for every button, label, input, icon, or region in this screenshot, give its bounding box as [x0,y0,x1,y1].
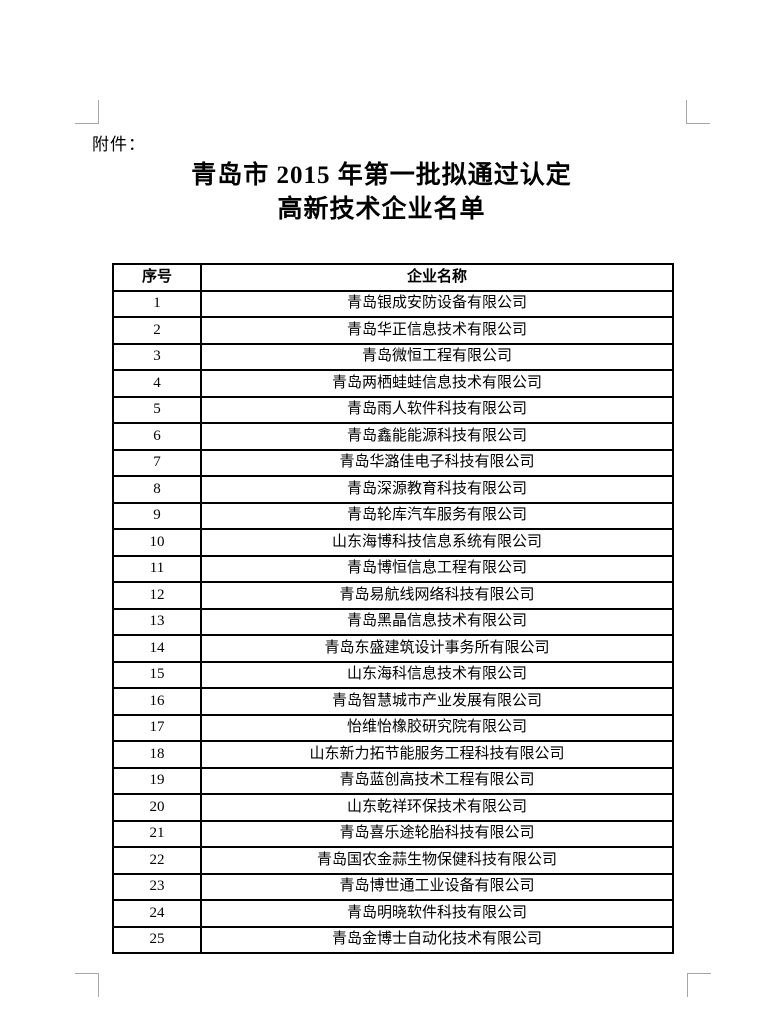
row-company-name: 山东乾祥环保技术有限公司 [200,793,674,822]
table-row: 14 青岛东盛建筑设计事务所有限公司 [112,634,674,663]
row-company-name: 青岛微恒工程有限公司 [200,342,674,371]
row-serial-number: 24 [112,899,202,928]
row-company-name: 青岛雨人软件科技有限公司 [200,395,674,424]
row-company-name: 山东新力拓节能服务工程科技有限公司 [200,740,674,769]
row-serial-number: 12 [112,581,202,610]
row-company-name: 青岛博世通工业设备有限公司 [200,872,674,901]
title-line-2: 高新技术企业名单 [277,196,486,223]
row-serial-number: 15 [112,660,202,689]
row-serial-number: 7 [112,448,202,477]
row-company-name: 青岛轮库汽车服务有限公司 [200,501,674,530]
table-row: 5 青岛雨人软件科技有限公司 [112,395,674,424]
table-row: 11 青岛博恒信息工程有限公司 [112,554,674,583]
title-line-1: 青岛市 2015 年第一批拟通过认定 [191,162,572,189]
row-serial-number: 19 [112,766,202,795]
table-row: 23 青岛博世通工业设备有限公司 [112,872,674,901]
row-serial-number: 25 [112,925,202,954]
row-company-name: 青岛华潞佳电子科技有限公司 [200,448,674,477]
row-company-name: 青岛银成安防设备有限公司 [200,289,674,318]
row-company-name: 青岛华正信息技术有限公司 [200,316,674,345]
table-row: 16 青岛智慧城市产业发展有限公司 [112,687,674,716]
company-table: 序号 企业名称 1 青岛银成安防设备有限公司 2 青岛华正信息技术有限公司 3 青岛微恒工… [112,263,674,954]
table-row: 15 山东海科信息技术有限公司 [112,660,674,689]
table-row: 7 青岛华潞佳电子科技有限公司 [112,448,674,477]
margin-mark-bottom-left [75,973,99,997]
table-row: 3 青岛微恒工程有限公司 [112,342,674,371]
table-row: 25 青岛金博士自动化技术有限公司 [112,925,674,954]
row-company-name: 青岛鑫能能源科技有限公司 [200,422,674,451]
table-row: 9 青岛轮库汽车服务有限公司 [112,501,674,530]
table-row: 6 青岛鑫能能源科技有限公司 [112,422,674,451]
row-company-name: 青岛两栖蛙蛙信息技术有限公司 [200,369,674,398]
margin-mark-top-right [686,100,710,124]
row-serial-number: 11 [112,554,202,583]
row-company-name: 青岛蓝创高技术工程有限公司 [200,766,674,795]
header-company-name: 企业名称 [200,263,674,292]
table-row: 8 青岛深源教育科技有限公司 [112,475,674,504]
table-row: 17 怡维怡橡胶研究院有限公司 [112,713,674,742]
row-company-name: 青岛喜乐途轮胎科技有限公司 [200,819,674,848]
table-row: 1 青岛银成安防设备有限公司 [112,289,674,318]
table-row: 21 青岛喜乐途轮胎科技有限公司 [112,819,674,848]
row-company-name: 青岛博恒信息工程有限公司 [200,554,674,583]
company-table-body: 1 青岛银成安防设备有限公司 2 青岛华正信息技术有限公司 3 青岛微恒工程有限公司 4 青岛… [112,289,674,954]
row-company-name: 怡维怡橡胶研究院有限公司 [200,713,674,742]
row-serial-number: 5 [112,395,202,424]
row-serial-number: 23 [112,872,202,901]
header-serial-number: 序号 [112,263,202,292]
row-serial-number: 6 [112,422,202,451]
margin-mark-bottom-right [687,973,711,997]
table-row: 4 青岛两栖蛙蛙信息技术有限公司 [112,369,674,398]
row-company-name: 山东海科信息技术有限公司 [200,660,674,689]
row-serial-number: 13 [112,607,202,636]
row-serial-number: 3 [112,342,202,371]
table-row: 12 青岛易航线网络科技有限公司 [112,581,674,610]
row-company-name: 青岛易航线网络科技有限公司 [200,581,674,610]
table-row: 22 青岛国农金蒜生物保健科技有限公司 [112,846,674,875]
margin-mark-top-left [75,100,99,124]
row-serial-number: 17 [112,713,202,742]
row-serial-number: 21 [112,819,202,848]
table-row: 19 青岛蓝创高技术工程有限公司 [112,766,674,795]
row-serial-number: 8 [112,475,202,504]
row-serial-number: 20 [112,793,202,822]
row-serial-number: 2 [112,316,202,345]
table-row: 10 山东海博科技信息系统有限公司 [112,528,674,557]
row-company-name: 青岛金博士自动化技术有限公司 [200,925,674,954]
row-serial-number: 1 [112,289,202,318]
row-serial-number: 16 [112,687,202,716]
row-company-name: 青岛深源教育科技有限公司 [200,475,674,504]
row-company-name: 青岛国农金蒜生物保健科技有限公司 [200,846,674,875]
attachment-label: 附件： [92,135,146,154]
row-company-name: 青岛东盛建筑设计事务所有限公司 [200,634,674,663]
row-company-name: 山东海博科技信息系统有限公司 [200,528,674,557]
row-serial-number: 22 [112,846,202,875]
row-serial-number: 9 [112,501,202,530]
row-serial-number: 4 [112,369,202,398]
row-serial-number: 10 [112,528,202,557]
table-header-row: 序号 企业名称 [112,263,674,292]
row-company-name: 青岛明晓软件科技有限公司 [200,899,674,928]
table-row: 18 山东新力拓节能服务工程科技有限公司 [112,740,674,769]
table-row: 20 山东乾祥环保技术有限公司 [112,793,674,822]
table-row: 2 青岛华正信息技术有限公司 [112,316,674,345]
row-serial-number: 18 [112,740,202,769]
row-company-name: 青岛黑晶信息技术有限公司 [200,607,674,636]
table-row: 13 青岛黑晶信息技术有限公司 [112,607,674,636]
row-company-name: 青岛智慧城市产业发展有限公司 [200,687,674,716]
row-serial-number: 14 [112,634,202,663]
document-title: 青岛市 2015 年第一批拟通过认定 高新技术企业名单 [0,159,763,227]
table-row: 24 青岛明晓软件科技有限公司 [112,899,674,928]
